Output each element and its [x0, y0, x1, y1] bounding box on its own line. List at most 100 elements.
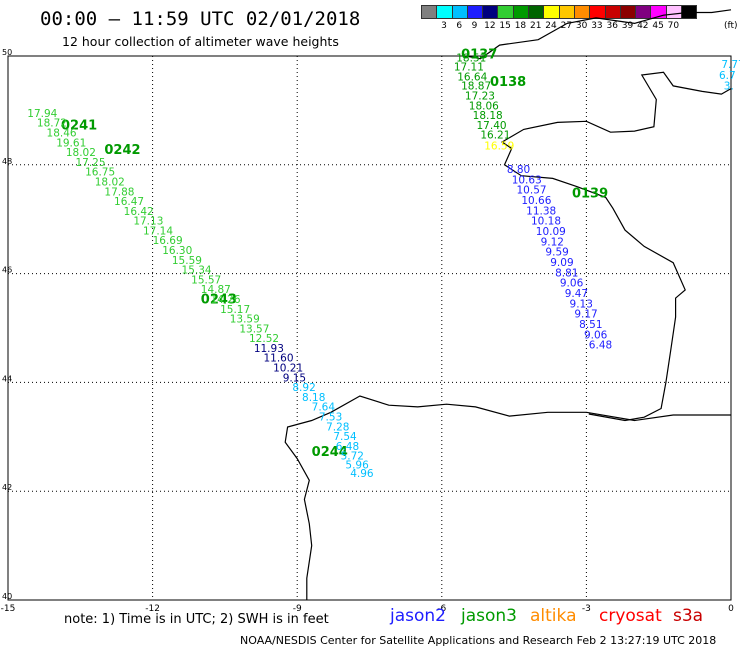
wave-height-value: 10.63	[512, 174, 542, 186]
wave-height-value: 16.75	[85, 167, 115, 179]
wave-height-value: 18.06	[469, 100, 499, 112]
satellite-s3a: s3a	[673, 606, 704, 626]
wave-height-value: 18.46	[47, 128, 77, 140]
legend-label: 42	[637, 21, 649, 31]
satellite-cryosat: cryosat	[599, 606, 662, 626]
wave-height-value: 8.92	[292, 382, 315, 394]
wave-height-value: 10.21	[273, 363, 303, 375]
map-title: 00:00 – 11:59 UTC 02/01/2018	[40, 8, 361, 30]
lon-tick-label: -6	[437, 604, 446, 614]
wave-height-value: 18.02	[95, 176, 125, 188]
wave-height-value: 9.59	[545, 247, 568, 259]
legend-label: 6	[456, 21, 463, 31]
wave-height-value: 17.14	[143, 225, 173, 237]
pass-label: 0137	[461, 48, 497, 63]
legend-label: 45	[652, 21, 664, 31]
wave-height-value: 12.52	[249, 333, 279, 345]
wave-height-value: 7.64	[312, 402, 336, 414]
legend-label: 24	[545, 21, 557, 31]
lat-tick-label: 50	[2, 48, 12, 57]
wave-height-value: 13.57	[239, 323, 269, 335]
legend-label: 30	[575, 21, 588, 31]
lon-tick-label: -3	[582, 604, 591, 614]
wave-height-value: 5.96	[345, 459, 369, 471]
legend-label: 39	[621, 21, 634, 31]
legend-label: 36	[606, 21, 618, 31]
pass-label: 0241	[61, 118, 97, 133]
wave-height-value: 9.09	[550, 257, 573, 269]
legend-label: 15	[499, 21, 511, 31]
wave-height-value: 14.87	[201, 284, 231, 296]
wave-height-value: 10.09	[536, 226, 566, 238]
wave-height-value: 9.17	[574, 309, 597, 321]
wave-height-value: 15.17	[220, 304, 250, 316]
wave-height-value: 18.02	[66, 147, 96, 159]
pass-label: 0243	[201, 293, 237, 308]
wave-height-value: 9.15	[283, 372, 306, 384]
legend-label: 21	[530, 21, 542, 31]
wave-height-value: 6.48	[336, 441, 359, 453]
legend-label: 3	[441, 21, 447, 31]
wave-height-value: 9.13	[570, 298, 593, 310]
wave-height-value: 5.72	[341, 451, 364, 463]
wave-height-value: 10.57	[517, 185, 547, 197]
wave-height-value: 16.64	[457, 71, 487, 83]
wave-height-value: 17.11	[454, 62, 484, 74]
lat-tick-label: 48	[2, 157, 12, 166]
map-subtitle: 12 hour collection of altimeter wave hei…	[62, 34, 339, 49]
wave-height-value: 8.18	[302, 392, 325, 404]
wave-height-value: 6.7	[719, 70, 736, 82]
wave-height-value: 9.47	[565, 288, 588, 300]
legend-label: 12	[484, 21, 496, 31]
wave-height-value: 9.06	[584, 329, 608, 341]
wave-height-value: 17.25	[75, 157, 105, 169]
legend-label: 70	[667, 21, 680, 31]
wave-height-value: 16.59	[484, 141, 514, 153]
legend-unit: (ft)	[724, 21, 738, 31]
wave-height-value: 7.54	[333, 431, 357, 443]
wave-height-value: 19.61	[56, 137, 86, 149]
pass-label: 0242	[104, 143, 140, 158]
wave-height-value: 17.40	[477, 120, 507, 132]
wave-height-value: 17.13	[133, 216, 163, 228]
wave-height-value: 16.21	[480, 130, 510, 142]
wave-height-value: 8.80	[507, 164, 530, 176]
satellite-altika: altika	[530, 606, 577, 626]
wave-height-value: 17.23	[465, 91, 495, 103]
wave-height-value: 9.06	[560, 278, 584, 290]
wave-height-value: 10.18	[531, 216, 561, 228]
lon-tick-label: 0	[728, 604, 734, 614]
lon-tick-label: -15	[1, 604, 16, 614]
credit-footer: NOAA/NESDIS Center for Satellite Applica…	[240, 634, 717, 647]
wave-height-value: 3.	[724, 81, 734, 93]
legend-label: 27	[560, 21, 573, 31]
wave-height-value: 18.87	[461, 81, 491, 93]
wave-height-value: 16.69	[153, 235, 183, 247]
wave-height-value: 7.28	[326, 421, 349, 433]
wave-height-value: 8.51	[579, 319, 602, 331]
wave-height-value: 7.53	[319, 411, 342, 423]
wave-height-value: 18.72	[37, 118, 67, 130]
wave-height-value: 11.38	[526, 205, 556, 217]
legend-labels: 3 6 9 12 15 18 21 24 27 30 33 36 39 42 45 70	[421, 21, 696, 31]
wave-height-value: 11.93	[254, 343, 284, 355]
wave-height-value: 17.94	[27, 108, 57, 120]
lat-tick-label: 46	[2, 266, 12, 275]
wave-height-value: 16.47	[114, 196, 144, 208]
wave-height-value: 18.18	[473, 110, 503, 122]
lat-tick-label: 44	[2, 374, 12, 383]
legend-label: 33	[591, 21, 603, 31]
wave-height-value: 11.60	[263, 353, 293, 365]
legend-label: 18	[514, 21, 527, 31]
legend-label: 9	[471, 21, 478, 31]
wave-height-value: 7.77	[721, 59, 740, 71]
pass-label: 0138	[490, 75, 526, 90]
wave-height-value: 15.34	[182, 265, 212, 277]
pass-label: 0139	[572, 186, 608, 201]
wave-height-value: 14.26	[210, 294, 240, 306]
lon-tick-label: -9	[293, 604, 302, 614]
lat-tick-label: 40	[2, 592, 12, 601]
wave-height-value: 10.66	[521, 195, 551, 207]
footnote: note: 1) Time is in UTC; 2) SWH is in fe…	[64, 612, 329, 627]
